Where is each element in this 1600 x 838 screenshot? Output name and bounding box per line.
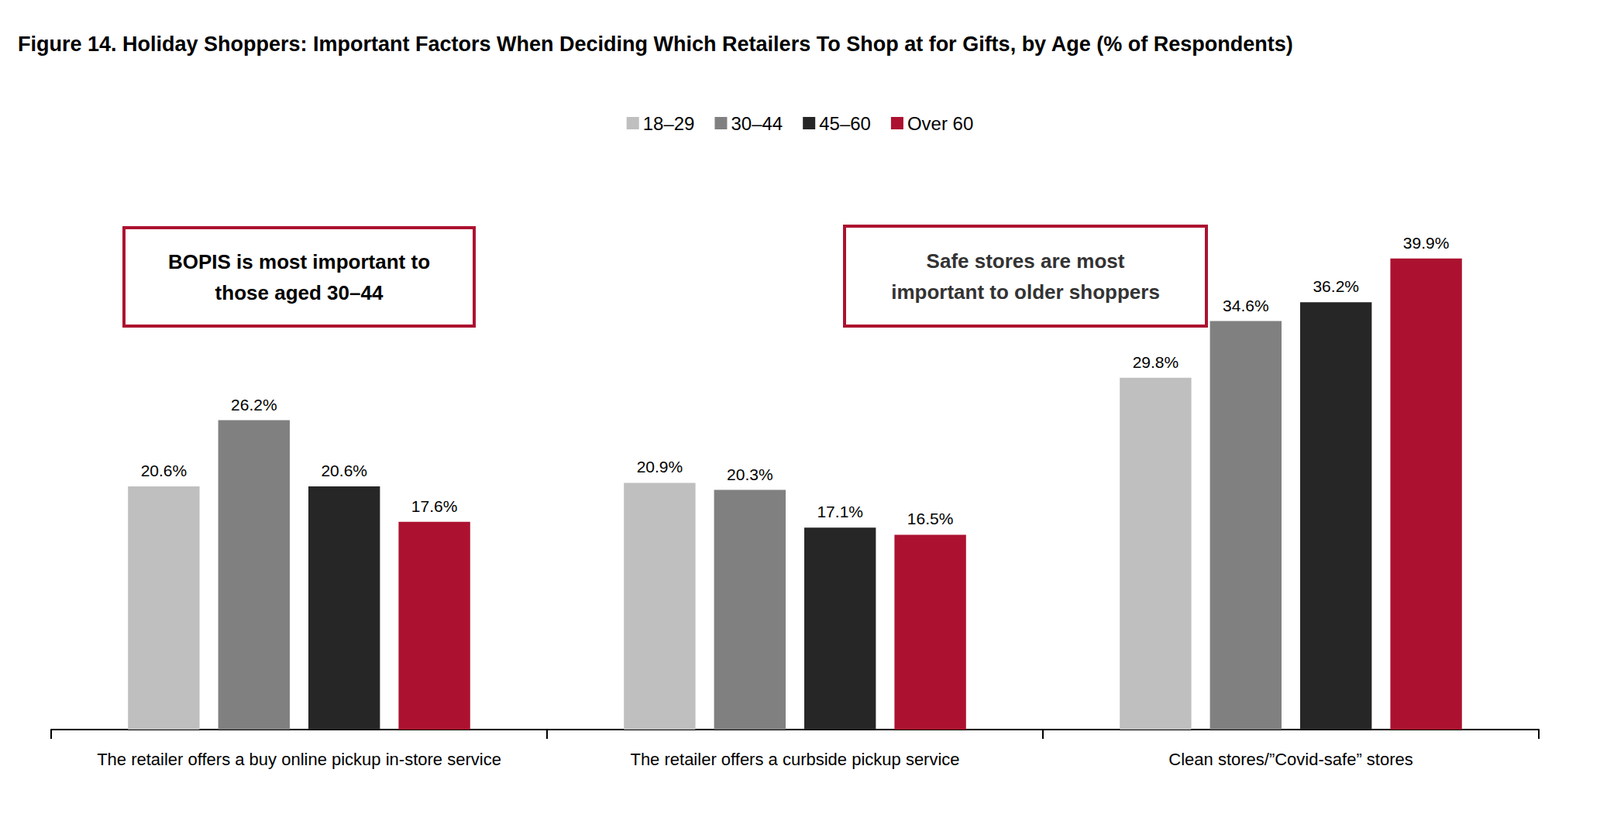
svg-text:Over 60: Over 60 — [907, 113, 974, 135]
svg-text:16.5%: 16.5% — [907, 509, 954, 528]
svg-text:20.6%: 20.6% — [320, 461, 368, 480]
svg-text:17.6%: 17.6% — [411, 497, 458, 516]
svg-text:Safe stores are most: Safe stores are most — [926, 249, 1126, 273]
svg-text:20.6%: 20.6% — [141, 461, 188, 480]
svg-text:20.3%: 20.3% — [726, 465, 774, 484]
svg-text:45–60: 45–60 — [818, 113, 871, 135]
svg-text:36.2%: 36.2% — [1312, 277, 1360, 296]
svg-text:39.9%: 39.9% — [1403, 233, 1450, 252]
svg-text:The retailer offers a buy onli: The retailer offers a buy online pickup … — [96, 750, 502, 770]
svg-text:18–29: 18–29 — [643, 113, 696, 135]
svg-text:those aged 30–44: those aged 30–44 — [215, 281, 384, 305]
svg-text:important to older shoppers: important to older shoppers — [891, 280, 1160, 304]
svg-text:30–44: 30–44 — [730, 113, 783, 135]
svg-text:BOPIS is most important to: BOPIS is most important to — [168, 250, 431, 274]
svg-text:Clean stores/”Covid-safe” stor: Clean stores/”Covid-safe” stores — [1168, 750, 1413, 770]
svg-text:20.9%: 20.9% — [636, 457, 684, 476]
svg-text:29.8%: 29.8% — [1132, 353, 1180, 372]
svg-text:Figure 14. Holiday Shoppers: I: Figure 14. Holiday Shoppers: Important F… — [17, 32, 1294, 56]
svg-text:26.2%: 26.2% — [230, 395, 278, 414]
svg-text:17.1%: 17.1% — [816, 502, 864, 521]
svg-text:The retailer offers a curbside: The retailer offers a curbside pickup se… — [629, 750, 960, 770]
svg-text:34.6%: 34.6% — [1222, 296, 1270, 315]
